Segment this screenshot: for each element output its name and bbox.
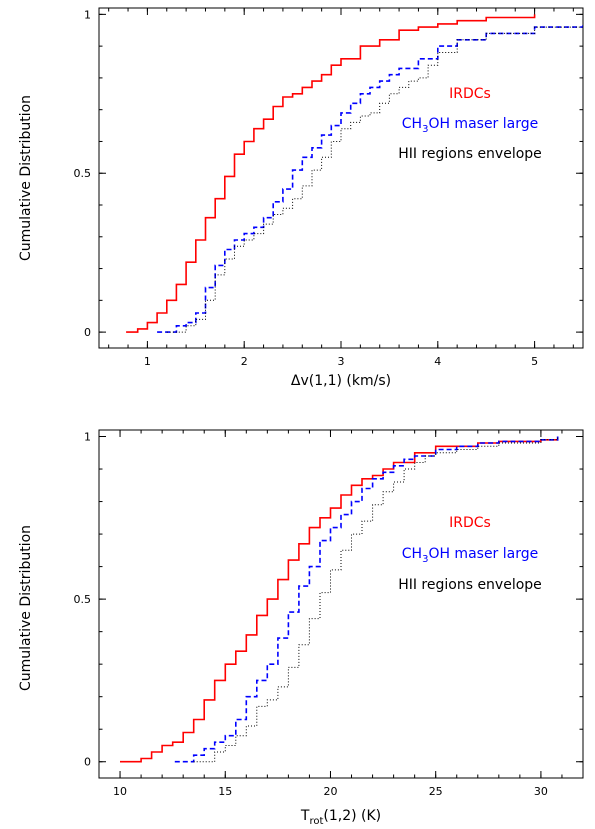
x-tick-label: 2 <box>241 355 248 368</box>
y-tick-label: 1 <box>84 8 91 21</box>
x-tick-label: 4 <box>434 355 441 368</box>
x-tick-label: 20 <box>323 785 337 798</box>
x-tick-label: 3 <box>338 355 345 368</box>
legend-entry-2: CH3OH maser large <box>402 116 539 135</box>
x-axis-title: Δv(1,1) (km/s) <box>291 373 391 389</box>
legend-entry-3: HII regions envelope <box>398 577 542 593</box>
series-line-hii-regions-envelope <box>166 20 583 333</box>
x-tick-label: 15 <box>218 785 232 798</box>
legend-entry-1: IRDCs <box>449 86 491 102</box>
series-line-irdcs <box>120 436 559 763</box>
series-line-hii-regions-envelope <box>193 436 559 763</box>
plot-frame <box>98 429 584 779</box>
y-tick-label: 1 <box>84 431 91 444</box>
series-line-ch3oh-maser-large <box>174 436 559 763</box>
x-tick-label: 10 <box>113 785 127 798</box>
y-tick-label: 0 <box>84 326 91 339</box>
chart-panel-2: 10 15 20 25 30 0 0.5 1 Trot(1,2) (K) Cumulative D… <box>18 429 584 827</box>
legend-entry-2: CH3OH maser large <box>402 546 539 565</box>
y-tick-label: 0.5 <box>74 167 92 180</box>
legend-entry-3: HII regions envelope <box>398 146 542 162</box>
legend-entry-1: IRDCs <box>449 515 491 531</box>
series-line-ch3oh-maser-large <box>157 23 583 333</box>
chart-panel-1: 1 2 3 4 5 0 0.5 1 Δv(1,1) (km/s) Cumulative Distr… <box>18 7 584 389</box>
y-tick-label: 0 <box>84 756 91 769</box>
y-axis-title: Cumulative Distribution <box>18 95 34 261</box>
series-line-irdcs <box>126 14 536 333</box>
x-tick-label: 25 <box>429 785 443 798</box>
x-tick-label: 1 <box>144 355 151 368</box>
x-tick-label: 30 <box>534 785 548 798</box>
y-axis-title: Cumulative Distribution <box>18 525 34 691</box>
y-tick-label: 0.5 <box>74 593 92 606</box>
x-axis-title: Trot(1,2) (K) <box>300 808 381 827</box>
x-tick-label: 5 <box>531 355 538 368</box>
